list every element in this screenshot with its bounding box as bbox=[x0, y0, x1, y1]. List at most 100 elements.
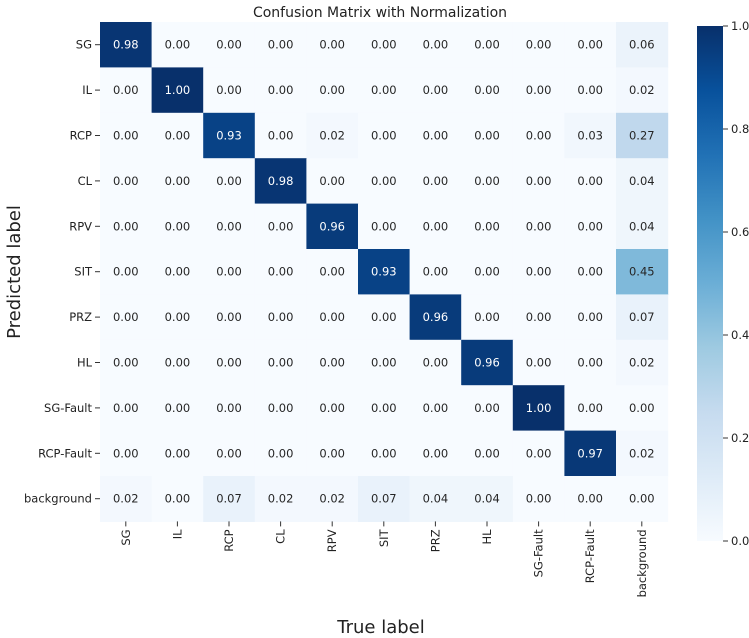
cell-value-label: 0.00 bbox=[577, 492, 603, 506]
cell-value-label: 0.00 bbox=[371, 174, 397, 188]
x-tick-label: SG-Fault bbox=[532, 529, 546, 577]
heatmap-cell bbox=[151, 385, 204, 432]
cell-value-label: 0.00 bbox=[526, 446, 552, 460]
heatmap-cell bbox=[151, 22, 204, 68]
heatmap-cell bbox=[306, 430, 359, 477]
cell-value-label: 0.00 bbox=[268, 310, 294, 324]
heatmap-cell bbox=[461, 112, 514, 159]
heatmap-cell bbox=[461, 294, 514, 341]
cell-value-label: 0.00 bbox=[629, 492, 655, 506]
cell-value-label: 0.00 bbox=[423, 401, 449, 415]
cell-value-label: 0.00 bbox=[165, 401, 191, 415]
cell-value-label: 0.96 bbox=[319, 219, 345, 233]
colorbar-tick-label: 0.6 bbox=[731, 225, 749, 239]
cell-value-label: 0.00 bbox=[526, 219, 552, 233]
cell-value-label: 0.00 bbox=[165, 492, 191, 506]
cell-value-label: 0.00 bbox=[319, 174, 345, 188]
heatmap-cell bbox=[100, 476, 153, 522]
cell-value-label: 0.04 bbox=[629, 174, 655, 188]
cell-value-label: 0.02 bbox=[319, 492, 345, 506]
heatmap-cell bbox=[461, 249, 514, 295]
heatmap-cell bbox=[512, 158, 565, 205]
cell-value-label: 0.00 bbox=[165, 356, 191, 370]
heatmap-cell bbox=[100, 430, 153, 477]
heatmap-cell bbox=[203, 476, 256, 522]
cell-value-label: 0.00 bbox=[268, 129, 294, 143]
heatmap-cell bbox=[409, 249, 462, 295]
heatmap-cell bbox=[203, 385, 256, 432]
colorbar-tick-label: 0.4 bbox=[731, 328, 749, 342]
heatmap-cell bbox=[358, 339, 411, 386]
cell-value-label: 0.00 bbox=[165, 265, 191, 279]
heatmap-cell bbox=[512, 203, 565, 250]
heatmap-cell bbox=[203, 294, 256, 341]
colorbar-tick-label: 0.0 bbox=[731, 534, 749, 548]
y-tick-label: RCP bbox=[70, 129, 92, 143]
cell-value-label: 0.02 bbox=[113, 492, 139, 506]
heatmap-cell bbox=[100, 112, 153, 159]
x-tick-label: RCP-Fault bbox=[583, 529, 597, 583]
heatmap-cell bbox=[306, 158, 359, 205]
heatmap-cell bbox=[461, 203, 514, 250]
cell-value-label: 0.02 bbox=[629, 83, 655, 97]
heatmap-cell bbox=[512, 476, 565, 522]
heatmap-cell bbox=[461, 339, 514, 386]
heatmap-cell bbox=[203, 67, 256, 114]
y-tick-labels: SG IL RCP CL RPV SIT PRZ HL SG-Fault RCP-Fault bac… bbox=[24, 38, 100, 506]
cell-value-label: 0.00 bbox=[526, 492, 552, 506]
heatmap-cell bbox=[254, 203, 307, 250]
cell-value-label: 0.00 bbox=[319, 265, 345, 279]
cell-value-label: 0.06 bbox=[629, 38, 655, 52]
cell-value-label: 0.98 bbox=[113, 38, 139, 52]
x-tick-label: PRZ bbox=[428, 529, 442, 552]
heatmap-cell bbox=[254, 249, 307, 295]
heatmap-cell bbox=[203, 158, 256, 205]
heatmap-cell bbox=[151, 112, 204, 159]
cell-value-label: 0.00 bbox=[113, 265, 139, 279]
chart-title: Confusion Matrix with Normalization bbox=[253, 5, 507, 21]
cell-value-label: 0.00 bbox=[526, 265, 552, 279]
heatmap-cell bbox=[409, 339, 462, 386]
heatmap-cell bbox=[409, 22, 462, 68]
heatmap-cell bbox=[306, 22, 359, 68]
heatmap-cell bbox=[461, 476, 514, 522]
cell-value-label: 0.00 bbox=[319, 356, 345, 370]
heatmap-cell bbox=[461, 22, 514, 68]
cell-value-label: 0.00 bbox=[216, 174, 242, 188]
cell-value-label: 0.00 bbox=[577, 265, 603, 279]
heatmap-cell bbox=[306, 112, 359, 159]
cell-value-label: 0.00 bbox=[113, 310, 139, 324]
x-tick-label: RCP bbox=[222, 529, 236, 551]
cell-value-label: 0.00 bbox=[371, 310, 397, 324]
heatmap-cell bbox=[151, 158, 204, 205]
cell-value-label: 0.00 bbox=[268, 446, 294, 460]
heatmap-cell bbox=[358, 67, 411, 114]
heatmap-cell bbox=[254, 67, 307, 114]
heatmap-cell bbox=[358, 158, 411, 205]
heatmap-cell bbox=[564, 339, 617, 386]
heatmap-cell bbox=[151, 294, 204, 341]
colorbar bbox=[697, 26, 723, 541]
cell-value-label: 0.00 bbox=[629, 401, 655, 415]
heatmap-cell bbox=[254, 112, 307, 159]
heatmap-cell bbox=[616, 67, 669, 114]
heatmap-cell bbox=[306, 294, 359, 341]
heatmap-cell bbox=[358, 203, 411, 250]
heatmap-cell bbox=[254, 430, 307, 477]
heatmap-cell bbox=[306, 476, 359, 522]
heatmap-cell bbox=[358, 430, 411, 477]
heatmap-cell bbox=[461, 158, 514, 205]
heatmap-cell bbox=[254, 22, 307, 68]
cell-value-label: 0.00 bbox=[113, 356, 139, 370]
heatmap-cell bbox=[564, 158, 617, 205]
heatmap-cell bbox=[306, 385, 359, 432]
cell-value-label: 0.00 bbox=[165, 219, 191, 233]
heatmap-cell bbox=[203, 430, 256, 477]
heatmap-cell bbox=[306, 203, 359, 250]
cell-value-label: 0.00 bbox=[268, 265, 294, 279]
cell-value-label: 0.00 bbox=[113, 83, 139, 97]
heatmap-cell bbox=[564, 476, 617, 522]
cell-value-label: 0.07 bbox=[629, 310, 655, 324]
heatmap-cell bbox=[254, 385, 307, 432]
cell-value-label: 0.00 bbox=[216, 401, 242, 415]
